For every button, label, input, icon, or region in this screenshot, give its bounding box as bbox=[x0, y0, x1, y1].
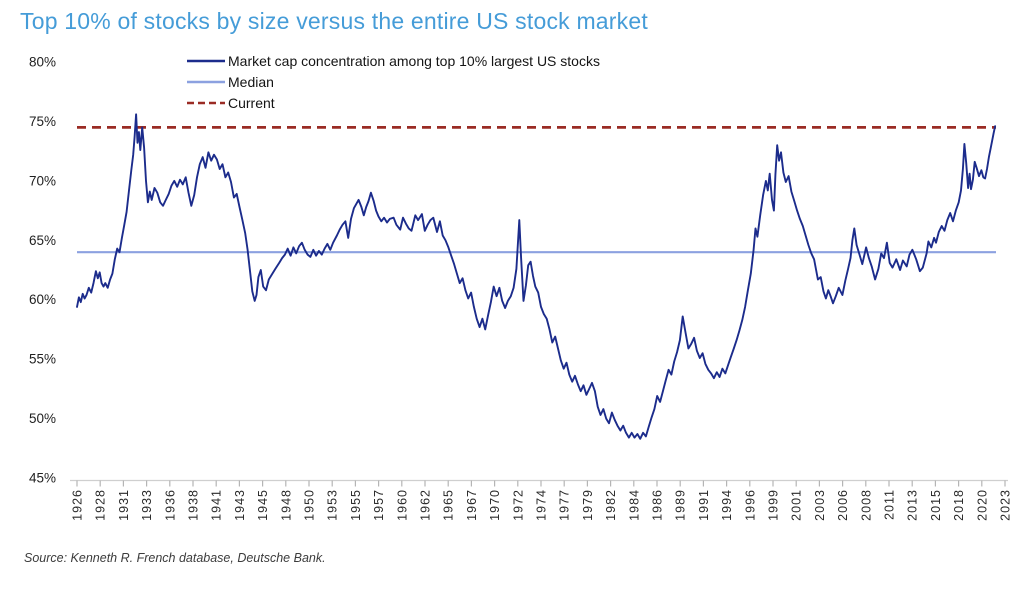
x-tick-label: 2011 bbox=[883, 489, 897, 520]
x-tick-label: 1986 bbox=[651, 489, 665, 521]
legend-label: Current bbox=[228, 95, 275, 111]
x-tick-label: 2013 bbox=[906, 489, 920, 521]
series-line bbox=[76, 113, 997, 440]
chart-legend: Market cap concentration among top 10% l… bbox=[186, 51, 600, 113]
x-tick-label: 1955 bbox=[349, 489, 363, 521]
x-tick-label: 2006 bbox=[836, 489, 850, 521]
x-tick-label: 1982 bbox=[604, 489, 618, 521]
x-tick-label: 2020 bbox=[975, 489, 989, 521]
x-tick-label: 1953 bbox=[326, 489, 340, 521]
x-tick-label: 2001 bbox=[790, 489, 804, 521]
x-tick-label: 1970 bbox=[488, 489, 502, 521]
x-tick-label: 1936 bbox=[163, 489, 177, 521]
x-tick-label: 1974 bbox=[535, 489, 549, 521]
x-tick-label: 1945 bbox=[256, 489, 270, 521]
x-tick-label: 2003 bbox=[813, 489, 827, 521]
y-tick-label: 80% bbox=[29, 55, 56, 70]
x-tick-label: 1931 bbox=[117, 489, 131, 521]
x-tick-label: 1977 bbox=[558, 489, 572, 521]
x-tick-label: 1941 bbox=[210, 489, 224, 521]
x-tick-label: 1962 bbox=[419, 489, 433, 521]
y-tick-label: 70% bbox=[29, 173, 56, 188]
x-tick-label: 2023 bbox=[999, 489, 1013, 521]
legend-item: Median bbox=[186, 72, 600, 92]
legend-swatch-line-icon bbox=[187, 80, 225, 84]
x-tick-label: 1948 bbox=[279, 489, 293, 521]
y-tick-label: 60% bbox=[29, 292, 56, 307]
x-tick-label: 1926 bbox=[71, 489, 85, 521]
legend-item: Market cap concentration among top 10% l… bbox=[186, 51, 600, 71]
x-tick-label: 2015 bbox=[929, 489, 943, 521]
x-tick-label: 2008 bbox=[859, 489, 873, 521]
chart-title: Top 10% of stocks by size versus the ent… bbox=[20, 8, 648, 34]
y-tick-label: 45% bbox=[29, 471, 56, 486]
x-tick-label: 1928 bbox=[94, 489, 108, 521]
x-tick-label: 1957 bbox=[372, 489, 386, 521]
y-tick-label: 65% bbox=[29, 233, 56, 248]
legend-item: Current bbox=[186, 93, 600, 113]
x-tick-label: 1984 bbox=[627, 489, 641, 521]
source-note: Source: Kenneth R. French database, Deut… bbox=[24, 551, 326, 565]
x-tick-label: 1933 bbox=[140, 489, 154, 521]
x-tick-label: 1965 bbox=[442, 489, 456, 521]
y-tick-label: 75% bbox=[29, 114, 56, 129]
y-tick-label: 55% bbox=[29, 352, 56, 367]
x-tick-label: 1967 bbox=[465, 489, 479, 521]
x-tick-label: 1938 bbox=[187, 489, 201, 521]
x-tick-label: 1943 bbox=[233, 489, 247, 521]
x-tick-label: 1960 bbox=[395, 489, 409, 521]
legend-swatch-line-icon bbox=[187, 59, 225, 63]
x-tick-label: 1950 bbox=[303, 489, 317, 521]
legend-label: Median bbox=[228, 74, 274, 90]
y-tick-label: 50% bbox=[29, 411, 56, 426]
x-tick-label: 1994 bbox=[720, 489, 734, 521]
x-tick-label: 1989 bbox=[674, 489, 688, 521]
x-tick-label: 2018 bbox=[952, 489, 966, 521]
legend-swatch-line-icon bbox=[187, 101, 225, 105]
x-tick-label: 1999 bbox=[767, 489, 781, 521]
x-tick-label: 1991 bbox=[697, 489, 711, 521]
x-tick-label: 1996 bbox=[743, 489, 757, 521]
x-tick-label: 1979 bbox=[581, 489, 595, 521]
legend-label: Market cap concentration among top 10% l… bbox=[228, 53, 600, 69]
x-tick-label: 1972 bbox=[511, 489, 525, 521]
